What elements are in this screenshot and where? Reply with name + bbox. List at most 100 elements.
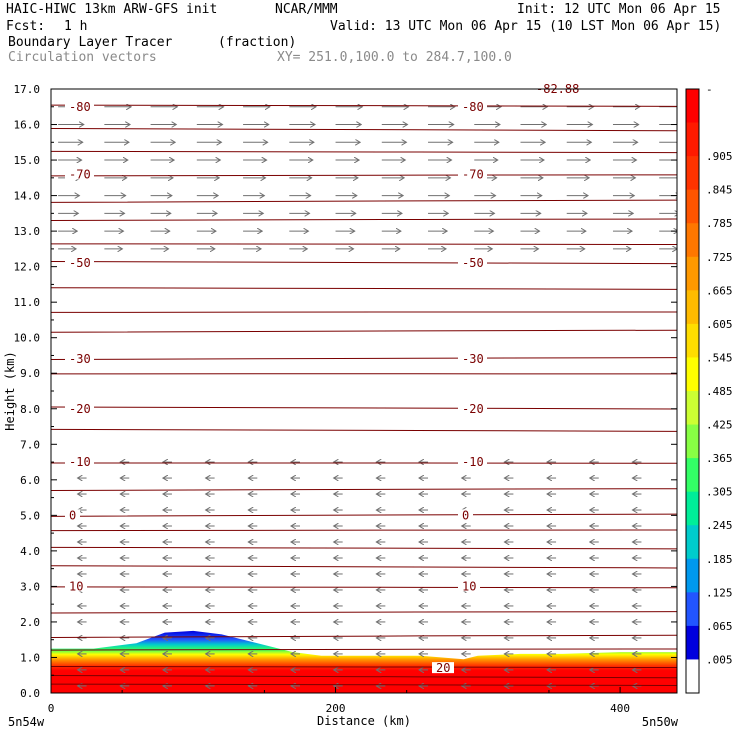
contour-line xyxy=(51,546,677,550)
contour-label-bg xyxy=(65,580,87,592)
y-tick-label: 14.0 xyxy=(14,190,41,203)
colorbar-label: - xyxy=(706,83,713,96)
contour-label: -20 xyxy=(462,402,484,416)
colorbar-swatch xyxy=(686,156,699,191)
contour-line xyxy=(51,260,677,265)
contour-line xyxy=(51,150,677,154)
colorbar-swatch xyxy=(686,189,699,224)
colorbar-swatch xyxy=(686,357,699,392)
colorbar-swatch xyxy=(686,89,699,124)
colorbar-swatch xyxy=(686,491,699,526)
init-time: Init: 12 UTC Mon 06 Apr 15 xyxy=(517,2,721,17)
contour-label: 10 xyxy=(69,579,83,593)
y-tick-label: 10.0 xyxy=(14,332,41,345)
x-axis-label: Distance (km) xyxy=(317,714,411,728)
contour-label: -10 xyxy=(462,455,484,469)
y-tick-label: 2.0 xyxy=(20,616,40,629)
vectors-label: Circulation vectors xyxy=(8,50,157,65)
contour-line xyxy=(51,565,677,569)
y-tick-label: 6.0 xyxy=(20,474,40,487)
contour-line xyxy=(51,648,677,651)
cross-section-xy: XY= 251.0,100.0 to 284.7,100.0 xyxy=(277,50,512,65)
contour-label: -80 xyxy=(69,100,91,114)
y-tick-label: 16.0 xyxy=(14,119,41,132)
field-units: (fraction) xyxy=(218,35,297,50)
contour-label: 0 xyxy=(462,508,469,522)
x-start-location: 5n54w xyxy=(8,715,45,729)
y-tick-label: 9.0 xyxy=(20,367,40,380)
colorbar-label: .305 xyxy=(706,486,733,499)
y-tick-label: 15.0 xyxy=(14,154,41,167)
contour-line xyxy=(51,666,677,669)
contour-label-bg xyxy=(65,402,94,414)
y-tick-label: 3.0 xyxy=(20,580,40,593)
model-title: HAIC-HIWC 13km ARW-GFS init xyxy=(6,2,218,17)
contour-label: -30 xyxy=(462,352,484,366)
contour-line xyxy=(51,529,677,532)
contour-label: -70 xyxy=(69,167,91,181)
contour-label: -10 xyxy=(69,455,91,469)
plot-frame xyxy=(50,88,678,694)
contour-line xyxy=(51,104,677,107)
y-tick-label: 7.0 xyxy=(20,438,40,451)
contour-label: -50 xyxy=(69,256,91,270)
contour-line xyxy=(51,287,677,290)
contour-label: 0 xyxy=(69,508,76,522)
colorbar-label: .425 xyxy=(706,419,733,432)
contour-label-bg xyxy=(65,257,94,269)
contour-line xyxy=(51,311,677,314)
contour-label-bg xyxy=(65,509,80,521)
contour-line xyxy=(51,356,677,361)
colorbar-swatch xyxy=(686,659,699,694)
contour-label-bg xyxy=(458,580,480,592)
y-tick-label: 11.0 xyxy=(14,296,41,309)
contour-label: -50 xyxy=(462,256,484,270)
y-tick-label: 17.0 xyxy=(14,83,41,96)
contour-label-bg xyxy=(458,509,473,521)
colorbar-swatch xyxy=(686,223,699,258)
y-tick-label: 13.0 xyxy=(14,225,41,238)
colorbar-swatch xyxy=(686,525,699,560)
contour-label-bg xyxy=(65,100,94,112)
y-tick-label: 0.0 xyxy=(20,687,40,700)
contour-line xyxy=(51,675,677,679)
contour-label-bg xyxy=(458,456,487,468)
x-tick-label: 0 xyxy=(48,702,55,715)
colorbar-label: .725 xyxy=(706,251,733,264)
colorbar-label: .665 xyxy=(706,284,733,297)
colorbar-label: .365 xyxy=(706,452,733,465)
contour-line xyxy=(51,199,677,204)
contour-line xyxy=(51,174,677,177)
contour-line xyxy=(51,218,677,222)
y-tick-label: 8.0 xyxy=(20,403,40,416)
colorbar-swatch xyxy=(686,592,699,627)
fcst-value: 1 h xyxy=(64,19,88,34)
contour-line xyxy=(51,513,677,517)
contour-label-bg xyxy=(458,353,487,365)
y-tick-label: 4.0 xyxy=(20,545,40,558)
org-label: NCAR/MMM xyxy=(275,2,338,17)
contour-label-bg xyxy=(458,257,487,269)
colorbar-swatch xyxy=(686,122,699,157)
contour-line xyxy=(51,488,677,492)
contour-label-bg xyxy=(65,456,94,468)
y-tick-label: 1.0 xyxy=(20,651,40,664)
contour-label-bg xyxy=(65,353,94,365)
contour-label: -70 xyxy=(462,167,484,181)
colorbar-swatch xyxy=(686,458,699,493)
colorbar-swatch xyxy=(686,323,699,358)
y-tick-label: 5.0 xyxy=(20,509,40,522)
colorbar-label: .905 xyxy=(706,150,733,163)
colorbar-label: .845 xyxy=(706,184,733,197)
contour-label-bg xyxy=(458,100,487,112)
x-tick-label: 200 xyxy=(326,702,346,715)
contour-line xyxy=(51,373,677,375)
colorbar-swatch xyxy=(686,290,699,325)
contour-label: -80 xyxy=(462,100,484,114)
field-name: Boundary Layer Tracer xyxy=(8,35,173,50)
contour-label: 20 xyxy=(436,661,450,675)
contour-line xyxy=(51,683,677,687)
fcst-label: Fcst: xyxy=(6,19,46,34)
colorbar-swatch xyxy=(686,625,699,660)
